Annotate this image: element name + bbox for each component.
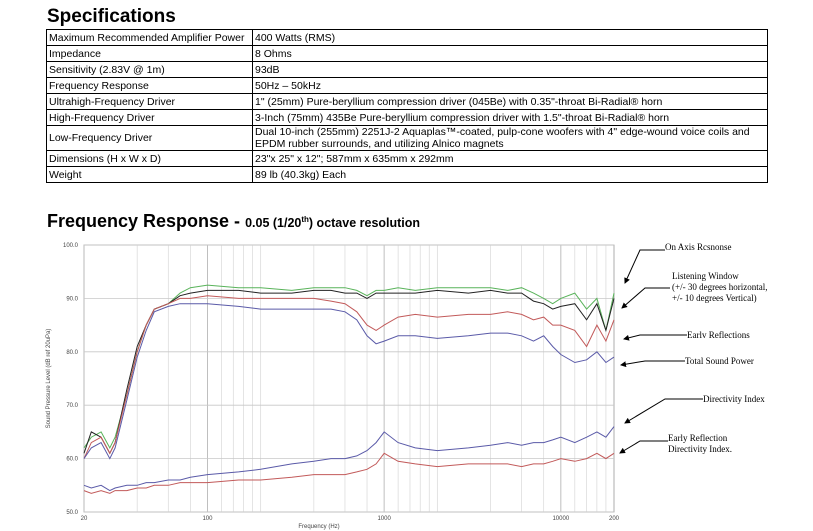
chart-ticks: 100.0 90.0 80.0 70.0 60.0 50.020 100 1000 10000 2… [63, 243, 620, 522]
spec-value: 23"x 25" x 12"; 587mm x 635mm x 292mm [252, 150, 768, 167]
series-line-blue [83, 426, 615, 492]
series-line-blue [83, 303, 615, 460]
series-line-red [83, 452, 615, 494]
plot-frame [83, 244, 615, 513]
spec-row: Low-Frequency Driver Dual 10-inch (255mm)… [46, 125, 768, 151]
annotation-arrow [624, 249, 665, 284]
frequency-response-subtitle: 0.05 (1/20th) octave resolution [245, 214, 421, 230]
spec-label: Low-Frequency Driver [46, 125, 253, 151]
spec-value: 1" (25mm) Pure-beryllium compression dri… [252, 93, 768, 110]
spec-row: Ultrahigh-Frequency Driver 1" (25mm) Pure… [46, 93, 768, 110]
x-tick-label: 200 [609, 516, 620, 522]
series-line-red [83, 295, 615, 459]
y-tick-label: 70.0 [66, 403, 78, 409]
spec-label: Impedance [46, 45, 253, 62]
spec-label: Sensitivity (2.83V @ 1m) [46, 61, 253, 78]
series-line-green [83, 284, 615, 449]
spec-row: Maximum Recommended Amplifier Power 400 W… [46, 29, 768, 46]
annotation-arrow [619, 440, 668, 454]
annotation-label: Earlv Reflections [687, 330, 750, 340]
annotation-arrow [624, 398, 703, 424]
annotation-arrow [623, 334, 687, 341]
subtitle-post: ) octave resolution [308, 216, 421, 230]
spec-label: Weight [46, 166, 253, 183]
annotation-arrow [620, 360, 685, 368]
annotation-label: Early Reflection [668, 433, 728, 443]
spec-row: Frequency Response 50Hz – 50kHz [46, 77, 768, 94]
annotation-label: Total Sound Power [685, 356, 754, 366]
specifications-title: Specifications [47, 6, 176, 27]
subtitle-sup: th [301, 214, 309, 224]
annotation-label: (+/- 30 degrees horizontal, [672, 282, 768, 292]
x-tick-label: 1000 [377, 516, 391, 522]
frequency-response-heading: Frequency Response - [47, 211, 246, 231]
y-tick-label: 100.0 [63, 243, 79, 249]
spec-row: High-Frequency Driver 3-Inch (75mm) 435Be… [46, 109, 768, 126]
frequency-response-title: Frequency Response - 0.05 (1/20th) octav… [47, 211, 420, 232]
annotation-arrow [621, 287, 670, 309]
chart-series [83, 284, 615, 494]
spec-row: Impedance 8 Ohms [46, 45, 768, 62]
annotation-label: Listening Window [672, 271, 739, 281]
chart-xlabel: Frequency (Hz) [298, 524, 339, 530]
specifications-table: Maximum Recommended Amplifier Power 400 W… [46, 29, 768, 183]
x-tick-label: 100 [202, 516, 213, 522]
spec-label: Dimensions (H x W x D) [46, 150, 253, 167]
x-tick-label: 20 [81, 516, 88, 522]
x-tick-label: 10000 [552, 516, 569, 522]
spec-label: Maximum Recommended Amplifier Power [46, 29, 253, 46]
y-tick-label: 80.0 [66, 350, 78, 356]
spec-label: Ultrahigh-Frequency Driver [46, 93, 253, 110]
subtitle-pre: 0.05 (1/20 [245, 216, 302, 230]
spec-label: High-Frequency Driver [46, 109, 253, 126]
annotation-label: Directivity Index. [668, 444, 732, 454]
spec-value: 3-Inch (75mm) 435Be Pure-beryllium compr… [252, 109, 768, 126]
annotation-label: +/- 10 degrees Vertical) [672, 293, 757, 303]
spec-value: 93dB [252, 61, 768, 78]
spec-value: 50Hz – 50kHz [252, 77, 768, 94]
spec-value: 89 lb (40.3kg) Each [252, 166, 768, 183]
chart-grid [83, 244, 615, 513]
series-line-black [83, 289, 615, 455]
annotation-label: On Axis Rcsnonse [665, 242, 732, 252]
frequency-response-chart: 100.0 90.0 80.0 70.0 60.0 50.020 100 1000 10000 2… [46, 242, 768, 530]
y-tick-label: 60.0 [66, 457, 78, 463]
y-tick-label: 90.0 [66, 296, 78, 302]
spec-label: Frequency Response [46, 77, 253, 94]
spec-value: 8 Ohms [252, 45, 768, 62]
annotation-label: Directivity Index [703, 394, 765, 404]
spec-row: Weight 89 lb (40.3kg) Each [46, 166, 768, 183]
chart-ylabel: Sound Pressure Level (dB ref 20uPa) [46, 329, 52, 429]
spec-row: Dimensions (H x W x D) 23"x 25" x 12"; 58… [46, 150, 768, 167]
chart-annotations: On Axis Rcsnonse Listening Window(+/- 30 … [619, 242, 768, 454]
spec-value: Dual 10-inch (255mm) 2251J-2 Aquaplas™-c… [252, 125, 768, 151]
spec-row: Sensitivity (2.83V @ 1m) 93dB [46, 61, 768, 78]
y-tick-label: 50.0 [66, 510, 78, 516]
spec-value: 400 Watts (RMS) [252, 29, 768, 46]
